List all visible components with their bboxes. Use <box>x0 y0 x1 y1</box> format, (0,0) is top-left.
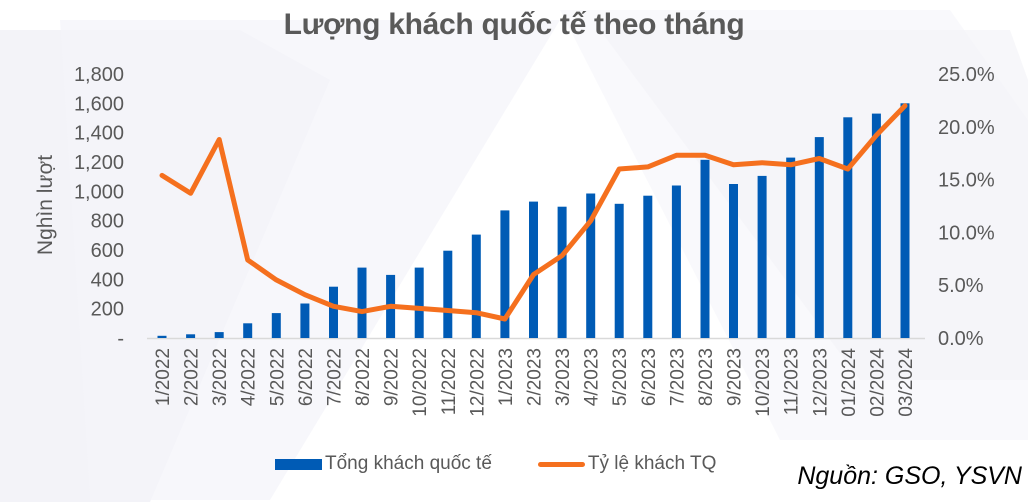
x-tick-label: 3/2023 <box>553 348 574 406</box>
left-tick-label: 1,400 <box>74 123 124 145</box>
right-tick-label: 5.0% <box>938 275 984 297</box>
bar-series <box>157 103 910 338</box>
x-tick-label: 7/2022 <box>324 348 345 406</box>
line-series <box>159 103 908 322</box>
left-tick-label: 1,000 <box>74 181 124 203</box>
x-tick-label: 10/2023 <box>753 348 774 417</box>
bar <box>557 206 567 338</box>
x-tick-label: 4/2023 <box>582 348 603 406</box>
x-tick-label: 7/2023 <box>667 348 688 406</box>
x-tick-label: 8/2023 <box>696 348 717 406</box>
left-tick-label: 200 <box>91 299 124 321</box>
bar <box>814 137 824 338</box>
x-tick-label: 8/2022 <box>353 348 374 406</box>
x-tick-label: 6/2022 <box>296 348 317 406</box>
right-tick-label: 10.0% <box>938 222 995 244</box>
left-tick-label: 1,200 <box>74 152 124 174</box>
legend-bar-label: Tổng khách quốc tế <box>325 453 492 474</box>
bar <box>643 195 653 338</box>
bar <box>157 335 167 338</box>
x-tick-label: 11/2022 <box>439 348 460 415</box>
left-tick-label: 600 <box>91 240 124 262</box>
left-axis-ticks: - 200 400 600 800 1,000 1,200 1,400 1,600 1,800 <box>74 64 124 350</box>
x-tick-label: 2/2022 <box>182 348 203 406</box>
x-tick-label: 12/2023 <box>810 348 831 417</box>
x-tick-label: 1/2023 <box>496 348 517 406</box>
bar <box>186 334 196 338</box>
bar-swatch-icon <box>275 458 322 470</box>
bar <box>900 103 910 338</box>
bar <box>757 175 767 338</box>
bar <box>786 157 796 338</box>
legend-item-bar: Tổng khách quốc tế <box>275 453 492 475</box>
x-tick-label: 9/2023 <box>725 348 746 406</box>
x-tick-label: 10/2022 <box>410 348 431 417</box>
bar <box>871 113 881 338</box>
x-tick-label: 3/2022 <box>210 348 231 406</box>
legend-item-line: Tỷ lệ khách TQ <box>537 453 717 475</box>
bar <box>300 303 310 338</box>
left-tick-label: 1,600 <box>74 93 124 115</box>
left-tick-label: 1,800 <box>74 64 124 86</box>
bar <box>671 185 681 338</box>
bar <box>529 201 538 338</box>
bar <box>357 267 367 338</box>
left-tick-label: 800 <box>91 211 124 233</box>
x-axis-labels: 1/2022 2/2022 3/2022 4/2022 5/2022 6/2022 7/20… <box>153 348 917 417</box>
x-tick-label: 5/2022 <box>267 348 288 406</box>
bar <box>614 203 624 338</box>
bar <box>443 250 453 338</box>
x-tick-label: 6/2023 <box>639 348 660 406</box>
x-tick-label: 12/2022 <box>467 348 488 417</box>
bar <box>500 210 510 338</box>
bar <box>586 193 596 338</box>
bar <box>843 117 853 338</box>
source-note: Nguồn: GSO, YSVN <box>797 462 1022 490</box>
right-tick-label: 25.0% <box>938 64 995 86</box>
bar <box>271 313 281 338</box>
right-tick-label: 15.0% <box>938 170 995 192</box>
legend: Tổng khách quốc tế Tỷ lệ khách TQ <box>275 452 762 476</box>
bar <box>329 286 338 338</box>
line-swatch-icon <box>537 461 585 467</box>
left-tick-label: - <box>117 328 124 350</box>
bar <box>471 234 481 338</box>
right-axis-ticks: 0.0% 5.0% 10.0% 15.0% 20.0% 25.0% <box>938 64 995 350</box>
left-tick-label: 400 <box>91 269 124 291</box>
x-tick-label: 11/2023 <box>782 348 803 415</box>
x-tick-label: 02/2024 <box>867 348 888 417</box>
right-tick-label: 0.0% <box>938 328 984 350</box>
x-tick-label: 01/2024 <box>839 348 860 417</box>
x-tick-label: 4/2022 <box>239 348 260 406</box>
bar <box>214 332 224 338</box>
x-tick-label: 03/2024 <box>896 348 917 417</box>
bar <box>729 184 738 338</box>
x-tick-label: 1/2022 <box>153 348 174 406</box>
x-tick-label: 5/2023 <box>610 348 631 406</box>
chart-title: Lượng khách quốc tế theo tháng <box>283 8 745 41</box>
x-tick-label: 2/2023 <box>525 348 546 406</box>
bar <box>243 323 253 338</box>
bar <box>700 159 710 338</box>
x-tick-label: 9/2022 <box>382 348 403 406</box>
legend-line-label: Tỷ lệ khách TQ <box>587 453 717 474</box>
bar <box>414 267 424 338</box>
right-tick-label: 20.0% <box>938 117 995 139</box>
